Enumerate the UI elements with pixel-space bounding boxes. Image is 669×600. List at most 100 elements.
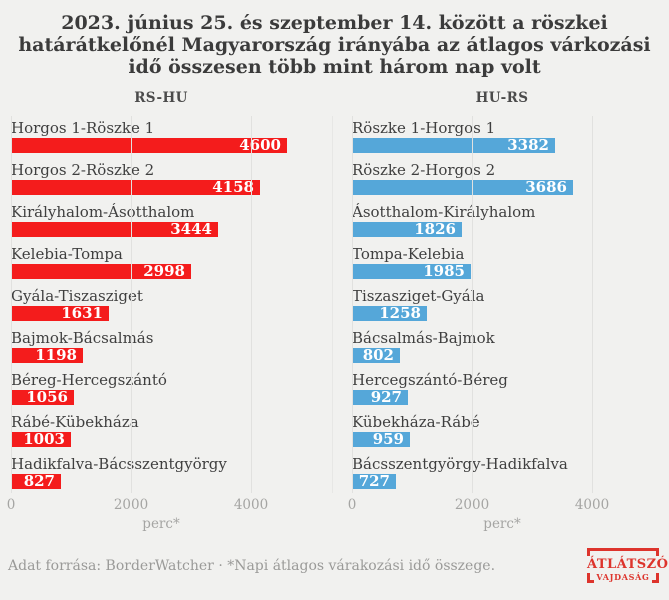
bar-category-label: Gyála-Tiszasziget <box>11 287 143 305</box>
chart-hu-rs: HU-RS Röszke 1-Horgos 1 3382 Röszke 2-Horg… <box>348 90 659 535</box>
bar-value-label: 3444 <box>170 220 212 238</box>
bar[interactable]: 1056 <box>11 390 74 405</box>
bar-row: Béreg-Hercegszántó 1056 <box>11 371 341 405</box>
bar-value-label: 802 <box>362 346 394 364</box>
bar[interactable]: 3382 <box>352 138 555 153</box>
x-axis-title: perc* <box>483 516 521 532</box>
bar-row: Királyhalom-Ásotthalom 3444 <box>11 203 341 237</box>
bar-rows: Röszke 1-Horgos 1 3382 Röszke 2-Horgos 2 36… <box>352 119 659 489</box>
bar-row: Gyála-Tiszasziget 1631 <box>11 287 341 321</box>
x-axis-title-row: perc* <box>11 516 341 535</box>
bar-category-label: Bajmok-Bácsalmás <box>11 329 154 347</box>
bar-category-label: Királyhalom-Ásotthalom <box>11 203 195 221</box>
bar[interactable]: 802 <box>352 348 400 363</box>
bar-row: Horgos 1-Röszke 1 4600 <box>11 119 341 153</box>
bar-category-label: Hercegszántó-Béreg <box>352 371 508 389</box>
bar[interactable]: 959 <box>352 432 410 447</box>
bar-value-label: 1198 <box>35 346 77 364</box>
bar-value-label: 4600 <box>239 136 281 154</box>
grid-line <box>131 116 132 493</box>
bar-value-label: 1985 <box>423 262 465 280</box>
bar-value-label: 1631 <box>61 304 103 322</box>
bar-value-label: 1826 <box>414 220 456 238</box>
bar[interactable]: 3444 <box>11 222 218 237</box>
bar-value-label: 727 <box>358 472 390 490</box>
bar-value-label: 3686 <box>525 178 567 196</box>
grid-line <box>332 116 333 493</box>
chart-rs-hu: RS-HU Horgos 1-Röszke 1 4600 Horgos 2-Rösz… <box>7 90 341 535</box>
bar[interactable]: 4600 <box>11 138 287 153</box>
bar-category-label: Béreg-Hercegszántó <box>11 371 167 389</box>
bar-category-label: Röszke 1-Horgos 1 <box>352 119 496 137</box>
logo-title: ÁTLÁTSZÓ <box>587 557 669 572</box>
bar[interactable]: 1985 <box>352 264 471 279</box>
plot-area: Röszke 1-Horgos 1 3382 Röszke 2-Horgos 2 36… <box>351 116 659 493</box>
atlatszo-vajdasag-logo: ÁTLÁTSZÓ VAJDASÁG <box>587 548 669 583</box>
bar-category-label: Horgos 1-Röszke 1 <box>11 119 155 137</box>
x-axis-tick: 0 <box>6 497 16 513</box>
bar[interactable]: 927 <box>352 390 408 405</box>
bar[interactable]: 1258 <box>352 306 427 321</box>
bar-row: Kelebia-Tompa 2998 <box>11 245 341 279</box>
bar-row: Röszke 2-Horgos 2 3686 <box>352 161 659 195</box>
x-axis: 0 2000 4000 <box>7 497 341 514</box>
bar[interactable]: 727 <box>352 474 396 489</box>
bar-row: Tompa-Kelebia 1985 <box>352 245 659 279</box>
bar[interactable]: 3686 <box>352 180 573 195</box>
chart-header-hu-rs: HU-RS <box>475 90 529 106</box>
logo-corner-right-icon <box>651 573 659 583</box>
bar-row: Bajmok-Bácsalmás 1198 <box>11 329 341 363</box>
bar[interactable]: 4158 <box>11 180 260 195</box>
bar-row: Röszke 1-Horgos 1 3382 <box>352 119 659 153</box>
data-source-note: Adat forrása: BorderWatcher · *Napi átla… <box>8 557 496 574</box>
logo-subtitle: VAJDASÁG <box>596 572 650 582</box>
x-axis: 0 2000 4000 <box>348 497 659 514</box>
x-axis-tick: 2000 <box>113 497 149 513</box>
x-axis-tick: 2000 <box>454 497 490 513</box>
bar-value-label: 927 <box>370 388 402 406</box>
bar-rows: Horgos 1-Röszke 1 4600 Horgos 2-Röszke 2 41… <box>11 119 341 489</box>
bar-category-label: Kübekháza-Rábé <box>352 413 480 431</box>
footer: Adat forrása: BorderWatcher · *Napi átla… <box>0 548 669 583</box>
bar-row: Rábé-Kübekháza 1003 <box>11 413 341 447</box>
bar[interactable]: 1826 <box>352 222 462 237</box>
bar-category-label: Rábé-Kübekháza <box>11 413 139 431</box>
bar-value-label: 827 <box>23 472 55 490</box>
bar-row: Bácsszentgyörgy-Hadikfalva 727 <box>352 455 659 489</box>
bar-row: Kübekháza-Rábé 959 <box>352 413 659 447</box>
bar-value-label: 1056 <box>26 388 68 406</box>
bar-category-label: Röszke 2-Horgos 2 <box>352 161 496 179</box>
bar-category-label: Hadikfalva-Bácsszentgyörgy <box>11 455 227 473</box>
bar-value-label: 3382 <box>507 136 549 154</box>
bar[interactable]: 1003 <box>11 432 71 447</box>
grid-line <box>472 116 473 493</box>
bar-value-label: 1003 <box>23 430 65 448</box>
bar[interactable]: 2998 <box>11 264 191 279</box>
bar-row: Bácsalmás-Bajmok 802 <box>352 329 659 363</box>
x-axis-tick: 4000 <box>574 497 610 513</box>
x-axis-tick: 0 <box>347 497 357 513</box>
bar[interactable]: 1631 <box>11 306 109 321</box>
grid-line <box>251 116 252 493</box>
bar[interactable]: 1198 <box>11 348 83 363</box>
bar-value-label: 4158 <box>212 178 254 196</box>
x-axis-title-row: perc* <box>352 516 659 535</box>
grid-line <box>592 116 593 493</box>
x-axis-tick: 4000 <box>233 497 269 513</box>
bar-value-label: 2998 <box>143 262 185 280</box>
logo-subtitle-row: VAJDASÁG <box>587 572 659 583</box>
x-axis-title: perc* <box>142 516 180 532</box>
page-title: 2023. június 25. és szeptember 14. közöt… <box>18 12 651 78</box>
bar-category-label: Bácsszentgyörgy-Hadikfalva <box>352 455 568 473</box>
charts-container: RS-HU Horgos 1-Röszke 1 4600 Horgos 2-Rösz… <box>0 90 669 535</box>
bar-category-label: Horgos 2-Röszke 2 <box>11 161 155 179</box>
grid-line <box>352 116 353 493</box>
bar-row: Horgos 2-Röszke 2 4158 <box>11 161 341 195</box>
bar-category-label: Kelebia-Tompa <box>11 245 123 263</box>
logo-top-bracket-icon <box>587 548 659 556</box>
bar-value-label: 959 <box>372 430 404 448</box>
bar[interactable]: 827 <box>11 474 61 489</box>
plot-area: Horgos 1-Röszke 1 4600 Horgos 2-Röszke 2 41… <box>10 116 341 493</box>
bar-category-label: Tompa-Kelebia <box>352 245 465 263</box>
bar-category-label: Tiszasziget-Gyála <box>352 287 485 305</box>
